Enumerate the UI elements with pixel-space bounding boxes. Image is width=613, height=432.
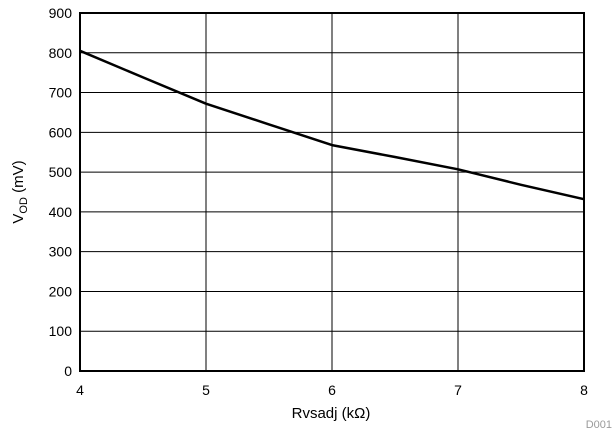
y-tick-label-7: 700 <box>49 85 73 101</box>
y-tick-label-9: 900 <box>49 5 73 21</box>
y-tick-labels: 0 100 200 300 400 500 600 700 800 900 <box>49 5 73 379</box>
x-tick-label-2: 6 <box>328 382 336 398</box>
figure-code: D001 <box>586 419 612 431</box>
y-tick-label-6: 600 <box>49 124 73 140</box>
x-axis-title: Rvsadj (kΩ) <box>292 405 371 422</box>
plot-frame <box>79 12 585 372</box>
y-tick-label-3: 300 <box>49 244 73 260</box>
y-axis-title-unit: (mV) <box>10 160 27 197</box>
x-tick-label-4: 8 <box>580 382 588 398</box>
y-axis-title: VOD (mV) <box>10 160 30 223</box>
y-tick-label-0: 0 <box>64 363 72 379</box>
y-tick-label-4: 400 <box>49 204 73 220</box>
x-tick-label-1: 5 <box>202 382 210 398</box>
x-tick-label-0: 4 <box>76 382 84 398</box>
grid <box>79 12 585 372</box>
y-tick-label-8: 800 <box>49 45 73 61</box>
y-tick-label-1: 100 <box>49 323 73 339</box>
y-tick-label-5: 500 <box>49 164 73 180</box>
y-tick-label-2: 200 <box>49 283 73 299</box>
y-axis-title-main: V <box>10 214 27 224</box>
x-tick-label-3: 7 <box>454 382 462 398</box>
series-group <box>79 49 585 201</box>
x-tick-labels: 4 5 6 7 8 <box>76 382 588 398</box>
y-axis-title-subscript: OD <box>18 197 30 214</box>
series-line-0 <box>79 49 585 201</box>
